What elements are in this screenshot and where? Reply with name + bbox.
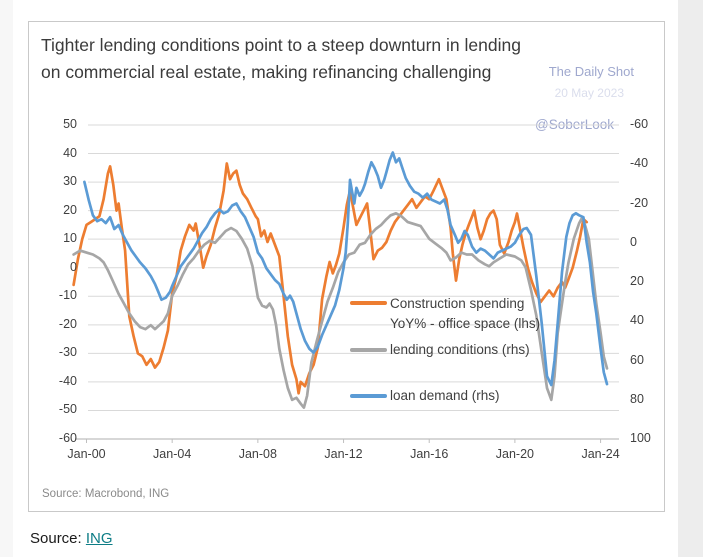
x-axis-tick-label: Jan-24 [581,447,620,461]
left-axis-tick-label: -40 [58,373,77,388]
left-axis-tick-label: 30 [63,174,77,189]
legend-label-construction-spending: Construction spending YoY% - office spac… [390,294,540,334]
chart-title-line2: on commercial real estate, making refina… [41,61,492,82]
series-line-0 [72,162,589,395]
daily-shot-watermark: The Daily Shot [548,64,634,79]
legend-label-line2: YoY% - office space (lhs) [390,316,541,331]
right-axis-tick-label: -20 [630,195,649,210]
right-axis-tick-label: 40 [630,313,644,328]
legend-swatch-construction-spending [350,301,387,305]
left-axis-tick-label: -20 [58,316,77,331]
x-axis-tick-label: Jan-12 [324,447,363,461]
left-axis-tick-label: 40 [63,145,77,160]
chart-plot-area [72,124,619,443]
legend-swatch-loan-demand [350,394,387,398]
page-left-margin [0,0,13,557]
x-axis-tick-label: Jan-08 [238,447,277,461]
x-axis-tick-label: Jan-20 [495,447,534,461]
left-axis-tick-label: -10 [58,288,77,303]
legend-label-loan-demand: loan demand (rhs) [390,388,500,403]
chart-card: Tighter lending conditions point to a st… [28,21,665,512]
x-axis-tick-label: Jan-16 [410,447,449,461]
legend-swatch-lending-conditions [350,348,387,352]
chart-title: Tighter lending conditions point to a st… [41,32,641,85]
chart-source-note: Source: Macrobond, ING [42,488,170,500]
left-axis-tick-label: -60 [58,431,77,445]
x-axis-tick-label: Jan-00 [67,447,106,461]
right-axis-tick-label: 0 [630,234,637,249]
left-axis-tick-label: 10 [63,231,77,246]
left-axis-tick-label: 0 [70,259,77,274]
page-right-margin [678,0,703,557]
chart-title-line1: Tighter lending conditions point to a st… [41,35,521,55]
left-axis-tick-label: 20 [63,202,77,217]
series-line-1 [72,211,609,409]
bottom-source-line: Source: ING [30,530,113,547]
legend-label-line1: Construction spending [390,296,525,311]
right-axis-tick-label: 60 [630,352,644,367]
left-axis-tick-label: 50 [63,117,77,131]
right-axis-tick-label: -60 [630,117,649,131]
right-axis-tick-label: 100 [630,431,651,445]
x-axis-tick-label: Jan-04 [153,447,192,461]
series-line-2 [83,151,609,387]
left-axis-tick-label: -50 [58,402,77,417]
left-axis-tick-label: -30 [58,345,77,360]
right-axis-tick-label: 20 [630,274,644,288]
ing-source-link[interactable]: ING [85,530,113,547]
right-axis-tick-label: 80 [630,391,644,406]
bottom-source-label: Source: [30,530,82,547]
right-axis-tick-label: -40 [630,156,649,171]
date-watermark: 20 May 2023 [554,86,624,100]
legend-label-lending-conditions: lending conditions (rhs) [390,342,530,357]
